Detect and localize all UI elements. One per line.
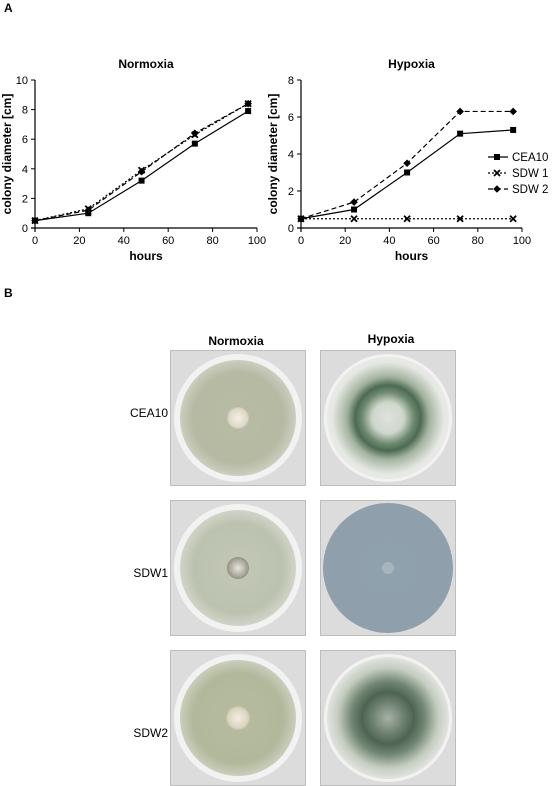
chart1-series-1-point [403,215,411,223]
chart0-series-2-line [34,103,249,222]
chart1-legend-label-2: SDW 2 [512,184,548,196]
chart1-y-tick-label: 8 [288,75,294,87]
chart0-y-tick-label: 10 [16,75,28,87]
panel-label-b: B [4,286,13,300]
chart1-y-axis-label: colony diameter [cm] [266,94,280,215]
chart0-series-2-point [191,129,199,138]
chart1-legend-marker-1 [493,169,501,177]
chart0-series-0-point [138,177,145,184]
chart1-x-tick-label: 100 [513,235,531,247]
chart0-x-tick-label: 20 [73,235,85,247]
chart0-series-0-point [245,108,252,115]
chart0-x-tick-label: 60 [162,235,174,247]
column-header-normoxia: Normoxia [208,334,264,348]
chart1-series-2-point [297,214,305,223]
chart1-legend-marker-0 [494,154,500,160]
chart0-series-2-point [31,216,39,225]
chart1-series-0-point [457,130,464,137]
chart1-y-tick-label: 0 [288,223,294,235]
chart1-series-2-point [403,159,411,168]
plate-sdw2-hypoxia [320,650,456,786]
plate-sdw1-hypoxia [320,500,456,636]
chart0-series-2-point [137,167,146,176]
chart0-x-tick-label: 80 [206,235,218,247]
chart1-x-tick-label: 40 [383,235,395,247]
chart0-x-axis-label: hours [129,249,163,263]
chart1-legend-label-0: CEA10 [512,152,548,164]
chart0-x-tick-label: 40 [118,235,130,247]
chart0-series-0-line [34,110,249,222]
chart0-series-2-point [244,99,252,108]
chart1-x-tick-label: 80 [472,235,484,247]
plate-cea10-normoxia [170,350,306,486]
plate-cea10-hypoxia [320,350,456,486]
chart1-series-0-point [510,126,517,133]
chart1-series-0-point [404,169,411,176]
chart1-y-tick-label: 6 [288,112,294,124]
chart1-legend-label-1: SDW 1 [512,168,548,180]
chart0-y-tick-label: 2 [22,193,28,205]
chart0-y-tick-label: 4 [22,164,28,176]
panel-label-a: A [4,1,13,15]
chart1-series-2-point [509,107,517,116]
chart1-x-tick-label: 20 [339,235,351,247]
plate-sdw1-normoxia [170,500,306,636]
chart0-title: Normoxia [118,57,174,71]
chart1-title: Hypoxia [388,57,435,71]
chart0-y-tick-label: 8 [22,105,28,117]
chart1-y-tick-label: 2 [288,186,294,198]
row-label-sdw2: SDW2 [133,726,168,740]
chart1-series-2-point [350,198,358,206]
chart1-series-1-point [509,215,517,223]
chart1-x-tick-label: 0 [298,235,304,247]
chart1-legend-marker-2 [493,185,501,193]
chart1-series-1-point [456,215,464,223]
row-label-cea10: CEA10 [129,406,168,420]
chart1-series-0-point [351,206,358,213]
chart0-y-tick-label: 0 [22,223,28,235]
chart0-y-axis-label: colony diameter [cm] [0,94,14,215]
chart0-series-2-point [84,206,93,215]
plate-sdw2-normoxia [170,650,306,786]
chart1-x-axis-label: hours [395,249,429,263]
chart1-y-tick-label: 4 [288,149,294,161]
chart0-x-tick-label: 0 [32,235,38,247]
chart1-series-2-point [456,107,464,116]
chart0-y-tick-label: 6 [22,134,28,146]
chart1-x-tick-label: 60 [427,235,439,247]
chart0-series-0-point [191,140,198,147]
column-header-hypoxia: Hypoxia [367,332,415,346]
chart0-x-tick-label: 100 [248,235,266,247]
chart1-series-1-point [350,215,358,223]
row-label-sdw1: SDW1 [133,566,168,580]
